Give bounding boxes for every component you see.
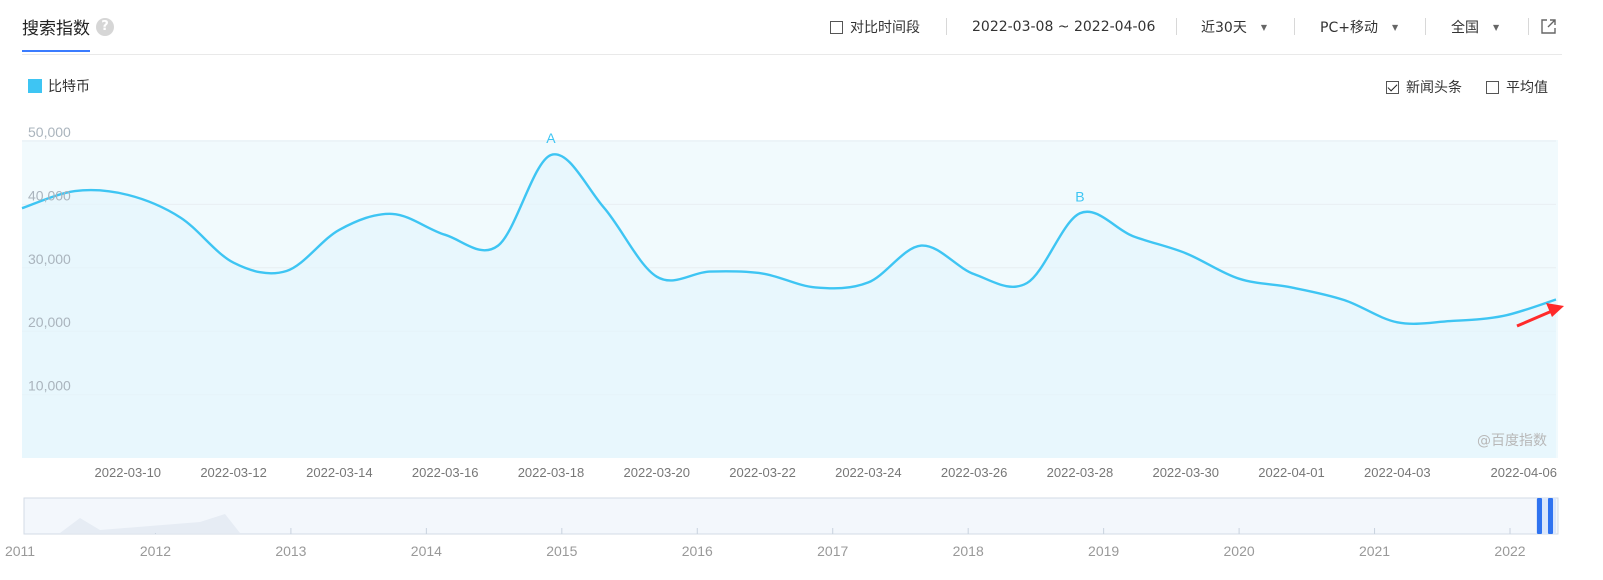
toolbar-separator	[1528, 18, 1529, 35]
news-marker-a[interactable]: A	[546, 130, 556, 146]
chevron-down-icon: ▼	[1391, 22, 1399, 32]
series-line[interactable]	[21, 153, 1557, 325]
time-navigator[interactable]	[23, 497, 1559, 535]
legend-series-label[interactable]: 比特币	[48, 79, 90, 95]
navigator-year-label: 2019	[1088, 543, 1119, 559]
x-tick-label: 2022-03-22	[729, 465, 796, 480]
help-icon[interactable]: ?	[96, 18, 114, 36]
x-tick-label: 2022-03-10	[95, 465, 162, 480]
y-tick-label: 30,000	[28, 251, 71, 267]
date-range-picker[interactable]: 2022-03-08 ~ 2022-04-06	[972, 16, 1155, 38]
chevron-down-icon: ▼	[1260, 22, 1267, 32]
y-tick-label: 20,000	[28, 314, 71, 330]
news-headlines-toggle[interactable]: 新闻头条	[1386, 78, 1462, 96]
device-select[interactable]: PC+移动 ▼	[1320, 16, 1398, 38]
navigator-mini-series	[60, 514, 240, 533]
x-tick-label: 2022-03-24	[835, 465, 902, 480]
series-area-fill	[22, 154, 1556, 458]
period-select[interactable]: 近30天 ▼	[1201, 16, 1267, 38]
compare-period-checkbox[interactable]	[830, 20, 843, 34]
navigator-right-handle[interactable]	[1548, 498, 1553, 534]
page-title-tab[interactable]: 搜索指数	[22, 19, 90, 39]
navigator-year-label: 2015	[546, 543, 577, 559]
x-tick-label: 2022-04-01	[1258, 465, 1325, 480]
average-toggle[interactable]: 平均值	[1486, 78, 1548, 96]
navigator-year-label: 2013	[275, 543, 306, 559]
navigator-year-label: 2020	[1224, 543, 1255, 559]
x-tick-label: 2022-03-14	[306, 465, 373, 480]
toolbar-separator	[946, 18, 947, 35]
navigator-year-label: 2012	[140, 543, 171, 559]
y-tick-label: 40,000	[28, 187, 71, 203]
x-tick-label: 2022-03-12	[200, 465, 267, 480]
average-label: 平均值	[1506, 80, 1548, 96]
x-tick-label: 2022-03-16	[412, 465, 479, 480]
navigator-left-handle[interactable]	[1537, 498, 1542, 534]
date-range-text: 2022-03-08 ~ 2022-04-06	[972, 19, 1156, 35]
compare-period-label: 对比时间段	[850, 20, 920, 36]
device-select-value: PC+移动	[1320, 20, 1378, 36]
toolbar-separator	[1294, 18, 1295, 35]
period-select-value: 近30天	[1201, 20, 1247, 36]
x-tick-label: 2022-03-30	[1152, 465, 1219, 480]
navigator-year-label: 2021	[1359, 543, 1390, 559]
news-marker-b[interactable]: B	[1075, 188, 1084, 204]
header-divider	[22, 54, 1562, 55]
navigator-year-label: 2011	[5, 543, 35, 559]
chevron-down-icon: ▼	[1493, 22, 1500, 32]
latest-point-arrow	[1516, 303, 1564, 328]
navigator-year-label: 2018	[953, 543, 984, 559]
y-tick-label: 50,000	[28, 124, 71, 140]
watermark-text: @百度指数	[1477, 433, 1547, 449]
x-tick-label: 2022-04-06	[1491, 465, 1558, 480]
toolbar-separator	[1425, 18, 1426, 35]
active-tab-underline	[22, 50, 90, 52]
y-tick-label: 10,000	[28, 378, 71, 394]
navigator-year-label: 2022	[1494, 543, 1525, 559]
x-tick-label: 2022-03-28	[1047, 465, 1114, 480]
average-checkbox[interactable]	[1486, 80, 1499, 94]
x-tick-label: 2022-03-20	[624, 465, 691, 480]
toolbar-separator	[1176, 18, 1177, 35]
region-select[interactable]: 全国 ▼	[1451, 16, 1499, 38]
x-tick-label: 2022-03-26	[941, 465, 1008, 480]
navigator-year-label: 2014	[411, 543, 442, 559]
region-select-value: 全国	[1451, 20, 1479, 36]
compare-period-toggle[interactable]: 对比时间段	[830, 16, 920, 38]
legend-swatch[interactable]	[28, 79, 42, 93]
news-headlines-label: 新闻头条	[1406, 80, 1462, 96]
news-headlines-checkbox[interactable]	[1386, 80, 1399, 94]
navigator-year-label: 2017	[817, 543, 848, 559]
navigator-year-label: 2016	[682, 543, 713, 559]
x-tick-label: 2022-03-18	[518, 465, 585, 480]
external-link-icon[interactable]	[1540, 18, 1557, 39]
x-tick-label: 2022-04-03	[1364, 465, 1431, 480]
